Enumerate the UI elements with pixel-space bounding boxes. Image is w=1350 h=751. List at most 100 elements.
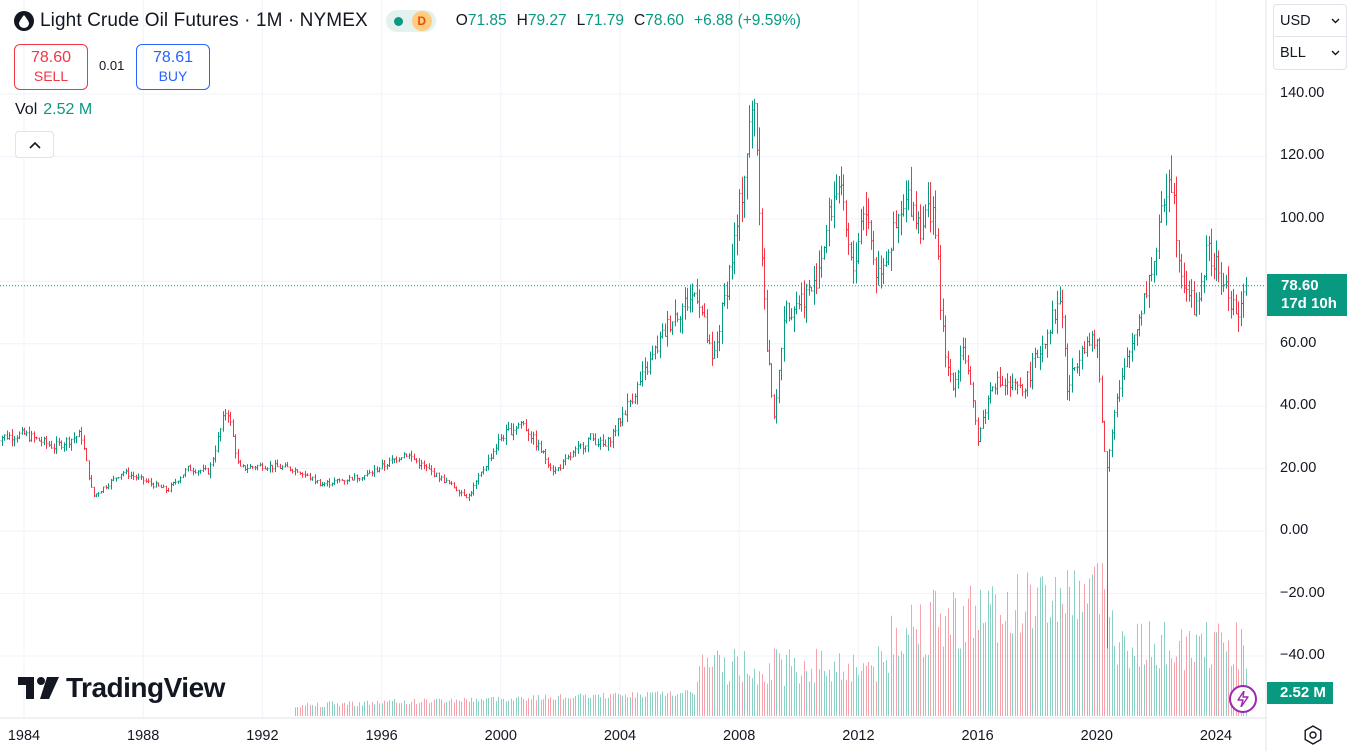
- volume-bar: [553, 699, 554, 716]
- volume-bar: [327, 702, 328, 716]
- volume-bar: [662, 691, 663, 716]
- ohlc-bar: [564, 454, 567, 466]
- volume-bar: [538, 695, 539, 716]
- ohlc-bar: [1210, 228, 1213, 277]
- ohlc-bar: [73, 432, 76, 444]
- volume-bar: [364, 701, 365, 716]
- ohlc-bar: [165, 485, 168, 493]
- ohlc-bar: [403, 452, 406, 459]
- ohlc-bar: [932, 196, 935, 235]
- volume-bar: [1132, 647, 1133, 716]
- ohlc-bar: [830, 199, 833, 221]
- low-value: 71.79: [585, 12, 625, 29]
- ohlc-bar: [641, 361, 644, 387]
- volume-bar: [873, 666, 874, 716]
- ohlc-bar: [910, 166, 913, 217]
- ohlc-bar: [366, 470, 369, 477]
- buy-button[interactable]: 78.61 BUY: [136, 44, 210, 90]
- ohlc-bar: [259, 462, 262, 467]
- market-status-pill[interactable]: D: [385, 10, 436, 32]
- ohlc-bar: [535, 430, 538, 451]
- volume-bar: [446, 702, 447, 716]
- ohlc-bar: [291, 468, 294, 474]
- settings-gear-icon[interactable]: [1302, 724, 1324, 746]
- ohlc-bar: [942, 298, 945, 332]
- volume-bar: [618, 693, 619, 716]
- volume-bar: [757, 684, 758, 716]
- ohlc-bar: [912, 202, 915, 221]
- tradingview-logo[interactable]: TradingView: [18, 672, 225, 704]
- volume-bar: [841, 679, 842, 716]
- ohlc-bar: [468, 493, 471, 502]
- ohlc-bar: [361, 477, 364, 481]
- ohlc-bar: [490, 453, 493, 462]
- volume-bar: [1144, 664, 1145, 716]
- ohlc-bar: [1044, 343, 1047, 349]
- ohlc-bar: [525, 419, 528, 432]
- volume-bar: [1161, 635, 1162, 716]
- sell-button[interactable]: 78.60 SELL: [14, 44, 88, 90]
- volume-bar: [451, 698, 452, 716]
- volume-bar: [387, 701, 388, 716]
- tradingview-logo-icon: [18, 677, 59, 699]
- volume-bar: [307, 702, 308, 716]
- sell-label: SELL: [33, 68, 69, 84]
- volume-legend[interactable]: Vol 2.52 M: [15, 101, 92, 119]
- ohlc-bar: [53, 443, 56, 454]
- ohlc-bar: [1215, 240, 1218, 282]
- unit-select[interactable]: BLL: [1273, 37, 1347, 70]
- ohlc-bar: [654, 345, 657, 360]
- volume-bar: [436, 698, 437, 716]
- volume-bar: [831, 681, 832, 716]
- volume-bar: [339, 706, 340, 716]
- ohlc-bar: [820, 245, 823, 278]
- volume-bar: [1156, 665, 1157, 716]
- volume-bar: [732, 661, 733, 716]
- volume-bar: [1204, 656, 1205, 716]
- lightning-icon[interactable]: [1229, 685, 1257, 713]
- symbol-legend: Light Crude Oil Futures · 1M · NYMEX D O…: [14, 8, 801, 34]
- ohlc-bar: [35, 436, 38, 440]
- volume-bar: [322, 706, 323, 716]
- volume-bar: [744, 651, 745, 716]
- volume-bar: [928, 654, 929, 716]
- volume-bar: [1097, 563, 1098, 716]
- ohlc-bar: [1222, 272, 1225, 292]
- ohlc-bar: [922, 206, 925, 241]
- ohlc-bar: [574, 446, 577, 457]
- currency-select[interactable]: USD: [1273, 4, 1347, 37]
- ohlc-bar: [761, 208, 764, 267]
- ohlc-bar: [142, 476, 145, 485]
- collapse-legend-button[interactable]: [15, 131, 54, 158]
- volume-bar: [1127, 650, 1128, 716]
- time-tick-label: 2016: [961, 728, 994, 744]
- volume-bar: [578, 694, 579, 716]
- volume-bar: [1055, 577, 1056, 716]
- ohlc-bar: [855, 242, 858, 284]
- symbol-title[interactable]: Light Crude Oil Futures · 1M · NYMEX: [40, 10, 368, 31]
- ohlc-bar: [631, 393, 634, 405]
- volume-bar: [401, 703, 402, 716]
- volume-bar: [985, 622, 986, 716]
- ohlc-bar: [1009, 376, 1012, 397]
- ohlc-bar: [629, 399, 632, 407]
- ohlc-bar: [174, 478, 177, 485]
- ohlc-bar: [405, 453, 408, 458]
- ohlc-bar: [890, 247, 893, 272]
- volume-bar: [615, 692, 616, 716]
- ohlc-bar: [681, 303, 684, 334]
- volume-bar: [685, 690, 686, 716]
- ohlc-bar: [845, 200, 848, 238]
- ohlc-bar: [356, 474, 359, 483]
- volume-bar: [349, 701, 350, 716]
- volume-bar: [1209, 668, 1210, 716]
- volume-bar: [392, 700, 393, 716]
- volume-bar: [988, 590, 989, 716]
- ohlc-bar: [440, 475, 443, 481]
- ohlc-bar: [798, 295, 801, 310]
- ohlc-bar: [314, 474, 317, 485]
- volume-bar: [771, 680, 772, 716]
- volume-bar: [717, 650, 718, 716]
- ohlc-bar: [145, 478, 148, 483]
